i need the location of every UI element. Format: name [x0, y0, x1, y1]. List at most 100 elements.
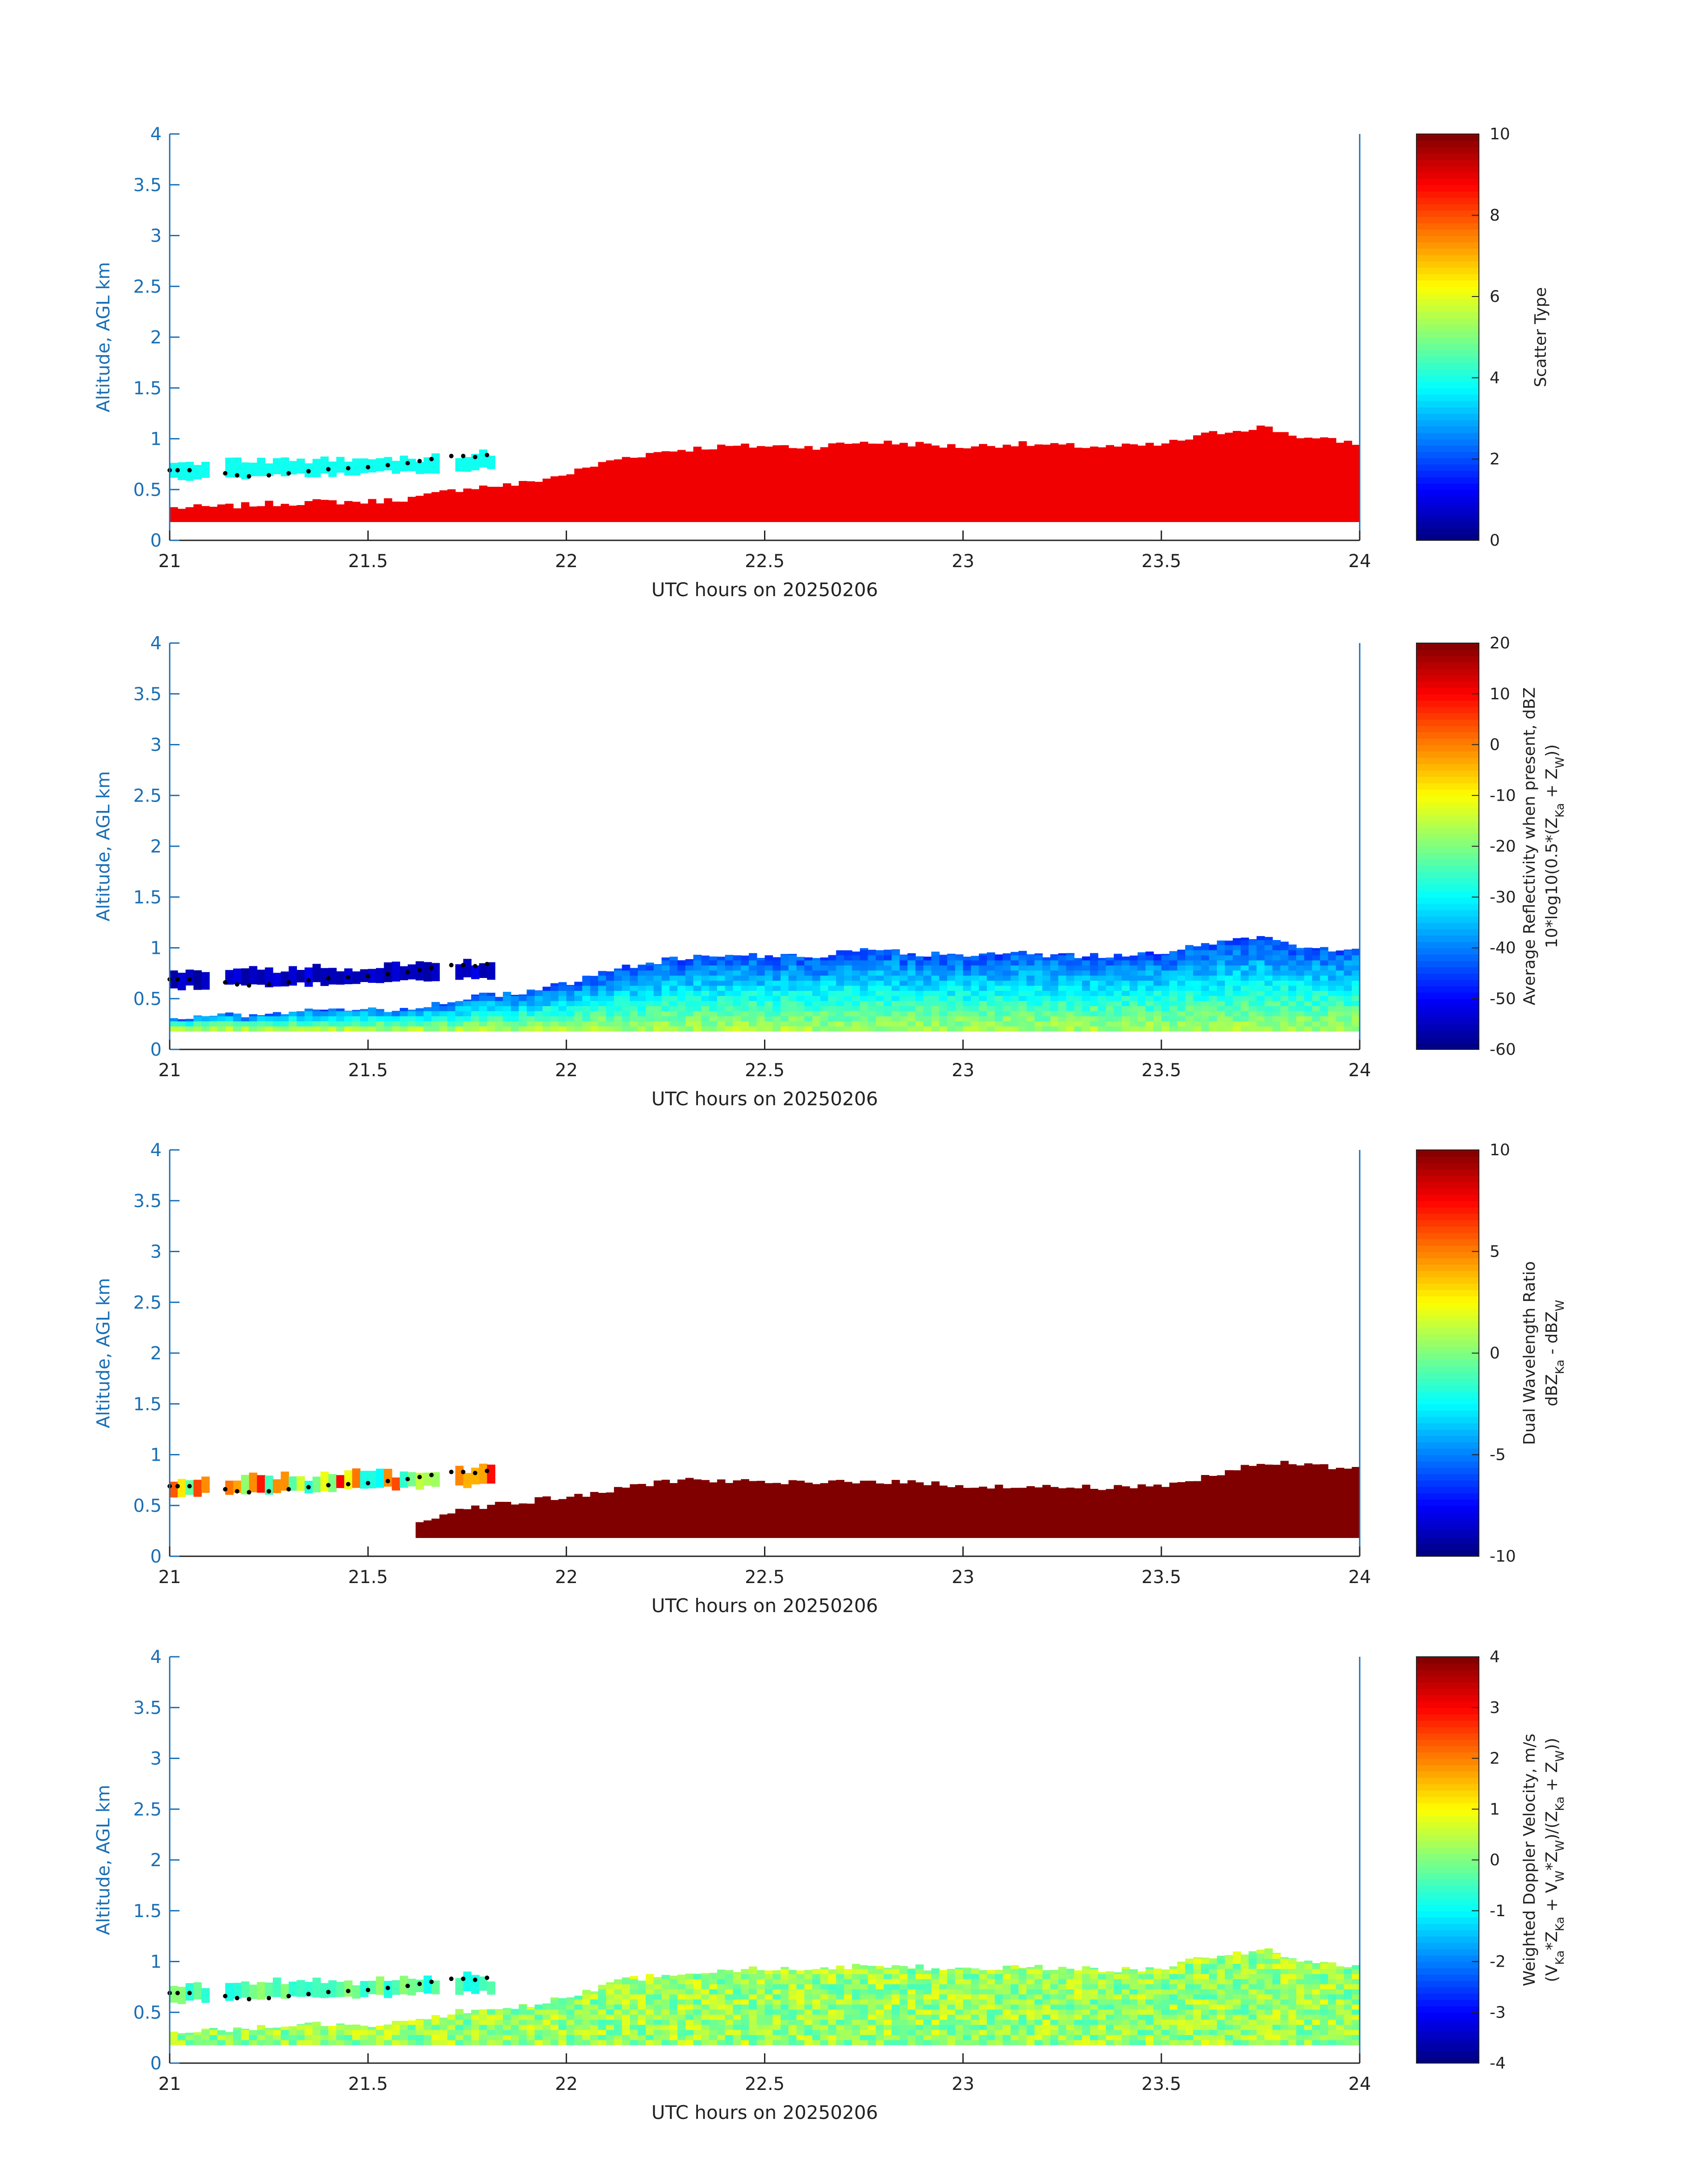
data-cell	[1312, 1026, 1320, 1032]
data-cell	[447, 2024, 456, 2030]
data-cell	[1153, 975, 1162, 981]
data-cell	[923, 1006, 932, 1011]
data-cell	[518, 1015, 527, 1022]
data-cell	[733, 2004, 741, 2010]
data-cell	[574, 1015, 583, 1022]
data-cell	[661, 1006, 670, 1011]
data-cell	[1264, 2035, 1273, 2040]
data-cell	[717, 995, 726, 1001]
data-cell	[1106, 1999, 1115, 2005]
data-cell	[1082, 2029, 1090, 2035]
data-cell	[1352, 949, 1360, 950]
melting-level-dot	[417, 459, 422, 464]
melting-level-dot	[326, 1989, 331, 1994]
data-cell	[622, 1979, 631, 1985]
data-cell	[598, 2019, 606, 2025]
data-cell	[233, 2027, 242, 2030]
data-cell	[1304, 980, 1313, 986]
data-cell	[1312, 1964, 1320, 1969]
data-cell	[884, 2035, 892, 2040]
data-cell	[566, 1997, 575, 2000]
data-cell	[868, 2035, 877, 2040]
data-cell	[788, 1970, 797, 1974]
layer-cell	[748, 1481, 757, 1538]
colorbar-label-line: Scatter Type	[1532, 287, 1550, 387]
colorbar-swatch	[1416, 1822, 1479, 1829]
data-cell	[1074, 2029, 1082, 2035]
data-cell	[693, 1006, 702, 1011]
data-cell	[558, 985, 567, 991]
upper-layer-cell	[423, 1975, 432, 1994]
data-cell	[1296, 990, 1305, 996]
data-cell	[733, 985, 741, 991]
data-cell	[1272, 944, 1281, 950]
data-cell	[773, 1994, 781, 2000]
data-cell	[725, 1973, 734, 1979]
data-cell	[1106, 1989, 1115, 1995]
data-cell	[1026, 980, 1035, 986]
data-cell	[614, 1000, 622, 1006]
data-cell	[543, 2003, 551, 2005]
data-cell	[955, 2029, 964, 2035]
data-cell	[1320, 1021, 1328, 1027]
data-cell	[899, 1000, 908, 1006]
data-cell	[907, 1984, 916, 1989]
data-cell	[1185, 990, 1194, 996]
data-cell	[1002, 975, 1011, 981]
data-cell	[1169, 980, 1178, 986]
data-cell	[1224, 975, 1233, 981]
data-cell	[1288, 1015, 1297, 1022]
data-cell	[1106, 2039, 1115, 2045]
data-cell	[971, 2009, 979, 2015]
colorbar-swatch	[1416, 1524, 1479, 1532]
colorbar-swatch	[1416, 451, 1479, 459]
data-cell	[828, 1984, 837, 1989]
data-cell	[296, 2035, 305, 2040]
colorbar-swatch	[1416, 1308, 1479, 1316]
colorbar-label-part: ))	[1543, 1738, 1561, 1750]
data-cell	[661, 1015, 670, 1022]
data-cell	[884, 975, 892, 981]
data-cell	[305, 1021, 313, 1027]
data-cell	[1082, 1015, 1090, 1022]
data-cell	[1066, 1984, 1075, 1989]
data-cell	[550, 1015, 559, 1022]
data-cell	[630, 1976, 639, 1979]
data-cell	[796, 2039, 805, 2045]
data-cell	[1240, 1958, 1249, 1964]
data-cell	[1114, 1989, 1122, 1995]
data-cell	[582, 2029, 591, 2035]
data-cell	[1058, 1006, 1067, 1011]
data-cell	[701, 960, 710, 965]
data-cell	[685, 1011, 694, 1016]
upper-layer-cell	[328, 1474, 337, 1492]
data-cell	[1280, 2004, 1289, 2010]
data-cell	[1002, 1979, 1011, 1985]
data-cell	[1082, 975, 1090, 981]
data-cell	[677, 2039, 686, 2045]
layer-cell	[947, 1487, 956, 1538]
data-cell	[1344, 1984, 1353, 1989]
data-cell	[907, 985, 916, 991]
data-cell	[1002, 1026, 1011, 1032]
data-cell	[1106, 2029, 1115, 2035]
data-cell	[1352, 970, 1360, 976]
data-cell	[891, 985, 900, 991]
data-cell	[733, 980, 741, 986]
data-cell	[1137, 2014, 1146, 2020]
data-cell	[836, 1989, 844, 1995]
data-cell	[360, 2029, 368, 2035]
data-cell	[1169, 2035, 1178, 2040]
data-cell	[1026, 1994, 1035, 2000]
data-cell	[170, 2031, 178, 2035]
data-cell	[1209, 2004, 1217, 2010]
data-cell	[288, 2029, 297, 2035]
data-cell	[646, 1026, 654, 1032]
data-cell	[1137, 980, 1146, 986]
colorbar-swatch	[1416, 210, 1479, 217]
data-cell	[677, 2014, 686, 2020]
data-cell	[693, 2019, 702, 2025]
data-cell	[1002, 1989, 1011, 1995]
data-cell	[1169, 1979, 1178, 1985]
data-cell	[1177, 2014, 1186, 2020]
